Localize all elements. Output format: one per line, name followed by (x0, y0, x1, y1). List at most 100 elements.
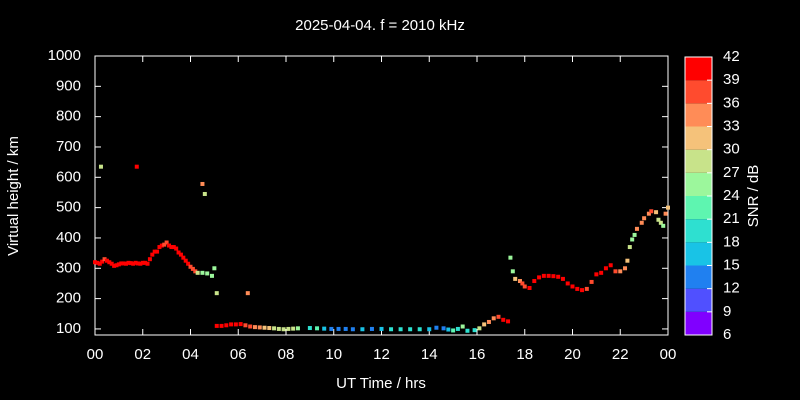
data-point (546, 273, 551, 278)
data-point (482, 322, 487, 327)
x-tick-label: 18 (516, 346, 533, 363)
data-point (663, 211, 668, 216)
colorbar-tick-label: 33 (723, 117, 740, 134)
data-point (109, 261, 114, 266)
colorbar-band (685, 172, 712, 196)
data-point (272, 326, 277, 331)
data-point (140, 260, 145, 265)
data-point (128, 261, 133, 266)
data-point (262, 325, 267, 330)
colorbar-tick-label: 9 (723, 303, 731, 320)
x-tick-label: 00 (87, 346, 104, 363)
data-point (501, 317, 506, 322)
data-point (520, 281, 525, 286)
data-point (219, 323, 224, 328)
data-point (642, 216, 647, 221)
data-point (398, 327, 403, 332)
data-point (121, 261, 126, 266)
data-point (95, 260, 100, 265)
data-point (238, 322, 243, 327)
data-point (532, 279, 537, 284)
x-tick-label: 22 (612, 346, 629, 363)
y-tick-label: 300 (56, 259, 81, 276)
data-point (541, 273, 546, 278)
data-point (257, 325, 262, 330)
data-point (212, 266, 217, 271)
data-point (286, 326, 291, 331)
data-point (200, 181, 205, 186)
data-point (565, 281, 570, 286)
data-point (147, 257, 152, 262)
colorbar-band (685, 126, 712, 150)
data-point (138, 261, 143, 266)
y-tick-label: 400 (56, 229, 81, 246)
data-point (205, 271, 210, 276)
y-tick-label: 500 (56, 199, 81, 216)
data-point (486, 319, 491, 324)
x-tick-label: 08 (278, 346, 295, 363)
data-point (107, 260, 112, 265)
x-tick-label: 14 (421, 346, 438, 363)
data-point (350, 327, 355, 332)
data-point (169, 245, 174, 250)
data-point (307, 326, 312, 331)
data-point (100, 259, 105, 264)
data-point (618, 269, 623, 274)
data-point (315, 326, 320, 331)
data-point (455, 326, 460, 331)
data-point (114, 263, 119, 268)
data-point (460, 324, 465, 329)
data-point (243, 323, 248, 328)
colorbar-tick-label: 15 (723, 256, 740, 273)
data-point (661, 223, 666, 228)
colorbar-band (685, 196, 712, 220)
data-point (178, 252, 183, 257)
data-point (580, 288, 585, 293)
data-point (441, 326, 446, 331)
data-point (343, 326, 348, 331)
data-point (336, 326, 341, 331)
data-point (322, 326, 327, 331)
y-tick-label: 800 (56, 108, 81, 125)
data-point (369, 326, 374, 331)
colorbar-tick-label: 42 (723, 48, 740, 65)
data-point (252, 325, 257, 330)
data-point (491, 316, 496, 321)
data-point (190, 266, 195, 271)
colorbar-tick-label: 6 (723, 326, 731, 343)
data-point (233, 322, 238, 327)
data-point (214, 291, 219, 296)
data-point (229, 322, 234, 327)
data-point (632, 232, 637, 237)
y-tick-label: 900 (56, 77, 81, 94)
data-point (119, 261, 124, 266)
chart-title: 2025-04-04. f = 2010 kHz (295, 17, 465, 34)
y-tick-label: 600 (56, 168, 81, 185)
x-tick-label: 04 (182, 346, 199, 363)
data-point (126, 260, 131, 265)
data-point (472, 328, 477, 333)
colorbar-tick-label: 12 (723, 280, 740, 297)
data-point (608, 263, 613, 268)
data-point (625, 258, 630, 263)
data-point (465, 328, 470, 333)
data-point (599, 270, 604, 275)
data-point (150, 252, 155, 257)
colorbar-band (685, 57, 712, 81)
x-tick-label: 00 (660, 346, 677, 363)
data-point (295, 326, 300, 331)
data-point (181, 255, 186, 260)
data-point (93, 260, 97, 265)
colorbar-tick-label: 39 (723, 71, 740, 88)
data-point (434, 325, 439, 330)
data-point (167, 243, 172, 248)
colorbar-band (685, 265, 712, 289)
colorbar-band (685, 149, 712, 173)
data-point (666, 205, 670, 210)
data-point (537, 275, 542, 280)
data-point (417, 327, 422, 332)
data-point (162, 242, 167, 247)
data-point (200, 270, 205, 275)
colorbar-tick-label: 27 (723, 164, 740, 181)
